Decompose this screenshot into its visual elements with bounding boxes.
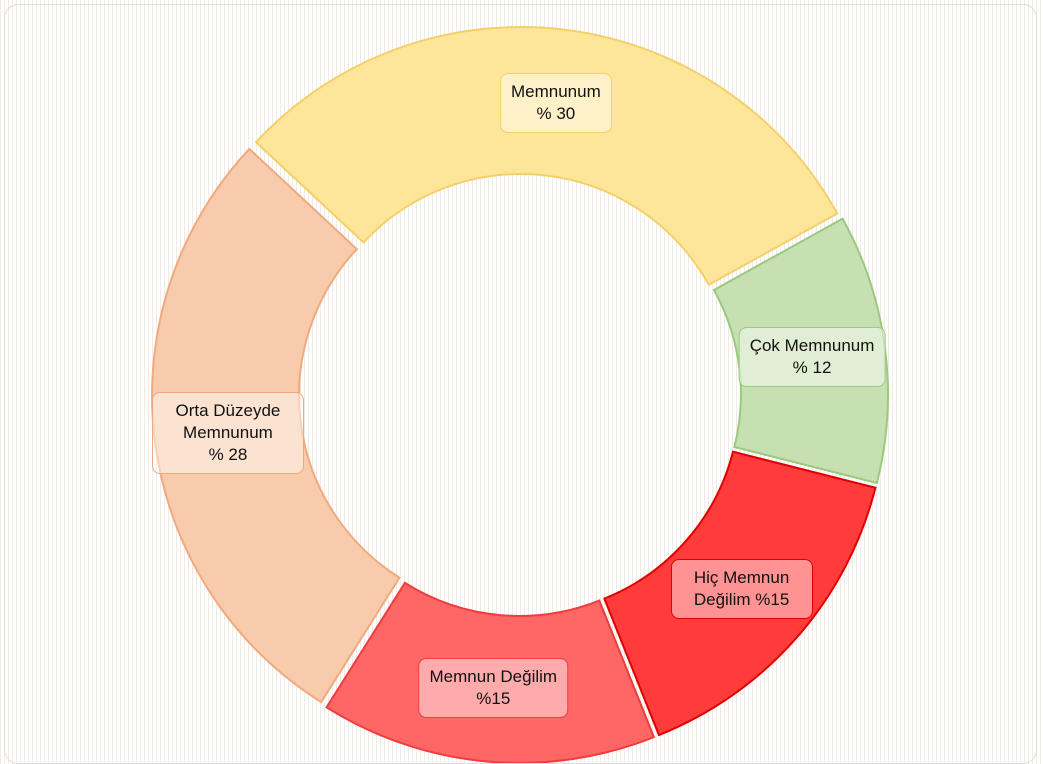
slice-label: Memnunum % 30 [499, 72, 612, 133]
value-label: %15 [476, 689, 511, 709]
value-label: % 28 [208, 444, 248, 464]
donut-slice [603, 450, 877, 737]
category-label: Orta Düzeyde Memnunum [175, 400, 281, 442]
donut-slice [151, 147, 401, 704]
slice-label: Orta Düzeyde Memnunum % 28 [151, 391, 304, 474]
slice-label: Çok Memnunum % 12 [738, 327, 886, 388]
category-label: Memnunum [510, 81, 601, 101]
donut-slice [254, 26, 839, 287]
slice-label: Hiç Memnun Değilim %15 [670, 558, 813, 619]
slice-label: Memnun Değilim %15 [418, 658, 569, 719]
value-label: %15 [755, 589, 790, 609]
category-label: Çok Memnunum [749, 336, 875, 356]
category-label: Memnun Değilim [429, 667, 558, 687]
category-label: Hiç Memnun Değilim [693, 567, 790, 609]
value-label: % 30 [536, 103, 576, 123]
value-label: % 12 [792, 358, 832, 378]
donut-slice [712, 217, 889, 485]
donut-slice [325, 581, 656, 763]
